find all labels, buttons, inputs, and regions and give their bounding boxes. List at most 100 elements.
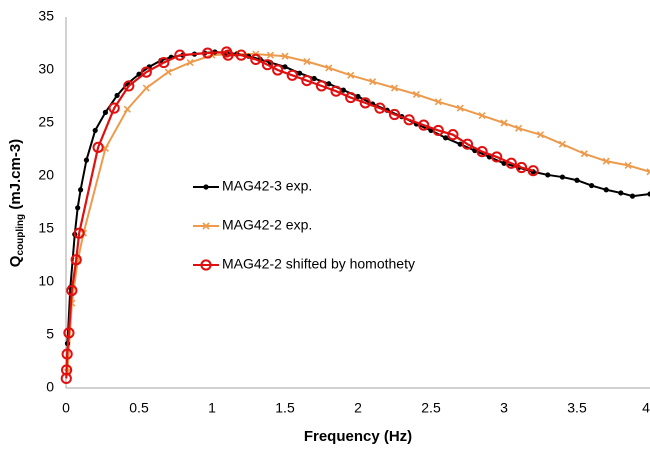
marker <box>272 64 284 76</box>
marker <box>261 59 274 71</box>
marker <box>102 109 109 115</box>
marker <box>355 93 361 100</box>
marker <box>140 66 152 78</box>
x-tick-label: 3.5 <box>567 400 587 416</box>
y-tick-label: 35 <box>38 8 54 24</box>
marker <box>515 124 523 132</box>
marker <box>388 108 401 121</box>
x-tick-label: 0 <box>62 400 70 416</box>
legend-label: MAG42-3 exp. <box>222 178 312 194</box>
marker <box>574 177 580 183</box>
marker <box>108 102 120 114</box>
plot-area <box>60 46 650 385</box>
marker <box>303 57 311 66</box>
marker <box>311 75 317 82</box>
legend-marker <box>203 184 209 190</box>
marker <box>75 205 81 211</box>
marker <box>164 68 172 76</box>
x-tick-label: 4 <box>642 400 650 416</box>
marker <box>624 161 632 169</box>
marker <box>142 84 150 92</box>
marker <box>345 91 357 104</box>
marker <box>222 49 234 61</box>
x-tick-label: 1.5 <box>275 400 295 416</box>
marker <box>70 254 82 266</box>
marker <box>66 284 78 297</box>
marker <box>403 114 415 126</box>
marker <box>412 90 420 98</box>
marker <box>83 157 90 163</box>
marker <box>92 141 104 153</box>
marker <box>559 174 566 180</box>
marker <box>347 71 355 79</box>
y-tick-label: 15 <box>38 220 54 236</box>
x-tick-label: 2 <box>354 400 362 416</box>
marker <box>602 157 610 165</box>
marker <box>78 187 84 193</box>
legend-marker <box>202 222 210 230</box>
marker <box>418 119 430 131</box>
marker <box>491 151 503 163</box>
marker <box>281 52 289 60</box>
legend-label: MAG42-2 exp. <box>222 217 312 233</box>
marker <box>434 98 442 106</box>
y-axis-title-rest: (mJ.cm-3) <box>7 139 24 214</box>
marker <box>505 157 517 169</box>
marker <box>447 129 459 141</box>
marker <box>186 59 194 67</box>
y-axis-title-sub: coupling <box>15 214 26 256</box>
marker <box>456 104 464 112</box>
marker <box>501 160 507 166</box>
marker <box>301 75 313 87</box>
marker <box>374 102 386 114</box>
marker <box>158 56 170 69</box>
series-line <box>66 53 650 373</box>
marker <box>476 146 488 158</box>
marker <box>326 81 332 87</box>
marker <box>558 140 566 148</box>
marker <box>282 64 288 70</box>
y-tick-label: 5 <box>46 326 54 342</box>
marker <box>92 127 98 134</box>
x-tick-label: 0.5 <box>129 400 149 416</box>
marker <box>330 85 342 97</box>
marker <box>123 105 131 113</box>
marker <box>646 168 650 176</box>
marker <box>527 165 539 177</box>
marker <box>60 364 73 376</box>
y-tick-label: 0 <box>46 379 54 395</box>
series-line <box>65 50 534 379</box>
legend-marker <box>200 259 212 271</box>
marker <box>390 84 399 92</box>
marker <box>589 182 595 189</box>
marker <box>457 141 463 147</box>
marker <box>235 49 247 61</box>
marker <box>618 190 624 196</box>
legend-label: MAG42-2 shifted by homothety <box>222 256 415 272</box>
marker <box>266 51 274 59</box>
marker <box>114 92 120 99</box>
marker <box>123 80 135 92</box>
x-tick-label: 2.5 <box>421 400 441 416</box>
marker <box>629 193 636 199</box>
marker <box>202 47 214 59</box>
y-tick-label: 25 <box>38 114 54 130</box>
marker <box>432 124 444 137</box>
marker <box>603 187 609 193</box>
marker <box>545 172 551 178</box>
marker <box>443 135 449 141</box>
marker <box>63 327 75 339</box>
x-axis-title: Frequency (Hz) <box>304 428 412 445</box>
y-tick-label: 20 <box>38 167 54 183</box>
marker <box>369 78 377 86</box>
marker <box>61 348 73 360</box>
marker <box>478 112 486 120</box>
marker <box>174 49 186 61</box>
y-tick-label: 10 <box>38 273 54 289</box>
marker <box>315 80 328 92</box>
marker <box>340 87 346 93</box>
marker <box>500 119 508 127</box>
marker <box>73 227 85 239</box>
marker <box>359 97 371 109</box>
y-tick-label: 30 <box>38 61 54 77</box>
